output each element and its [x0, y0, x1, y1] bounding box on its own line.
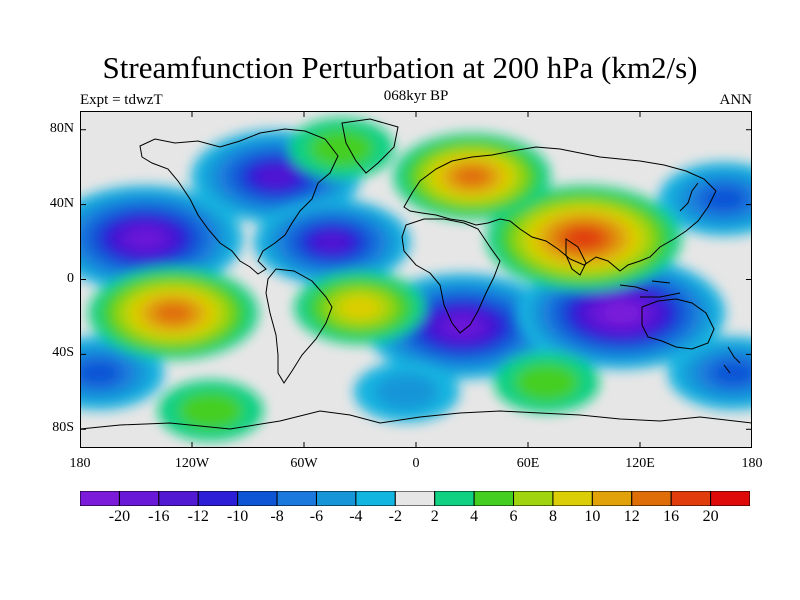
y-tick-label: 40N — [49, 195, 74, 211]
plot-title: Streamfunction Perturbation at 200 hPa (… — [102, 50, 698, 85]
colorbar-box — [355, 491, 396, 506]
map-canvas — [79, 111, 753, 448]
season-label: ANN — [719, 92, 753, 108]
high-contour-15-1 — [178, 392, 243, 429]
south-america-coastline — [265, 268, 333, 384]
colorbar-box — [473, 491, 515, 506]
y-tick-label: 80S — [52, 420, 74, 436]
greenland-coastline — [341, 118, 399, 174]
colorbar-label: 4 — [470, 508, 479, 525]
high-contour-12-3 — [338, 295, 382, 320]
colorbar-label: 20 — [702, 508, 719, 525]
colorbar-box — [80, 491, 120, 506]
x-tick-label: 60E — [516, 456, 540, 471]
antarctica-coastline — [80, 410, 752, 430]
colorbar-label: -12 — [187, 508, 209, 525]
colorbar-box — [434, 491, 475, 506]
india-coastline — [565, 238, 587, 276]
experiment-label: Expt = tdwzT — [80, 92, 163, 108]
colorbar-box — [237, 491, 278, 506]
time-label: 068kyr BP — [383, 88, 449, 104]
colorbar-box — [591, 491, 633, 506]
colorbar-label: 8 — [548, 508, 557, 525]
colorbar-box — [552, 491, 593, 506]
y-tick-label: 0 — [67, 270, 74, 286]
high-contour-9-6 — [564, 227, 604, 249]
colorbar-label: -2 — [388, 508, 402, 525]
colorbar-label: -10 — [226, 508, 249, 525]
colorbar-box — [118, 491, 160, 506]
colorbar-box — [315, 491, 357, 506]
x-tick-label: 120E — [625, 456, 655, 471]
colorbar-box — [670, 491, 712, 506]
colorbar-label: -4 — [349, 508, 363, 525]
low-contour-8-1 — [374, 373, 439, 411]
high-contour-11-5 — [153, 302, 193, 324]
low-contour-3-6 — [443, 315, 483, 337]
colorbar-box — [276, 491, 317, 506]
colorbar — [80, 491, 750, 506]
colorbar-label: -16 — [148, 508, 170, 525]
high-contour-10-5 — [453, 166, 491, 187]
x-tick-label: 0 — [412, 456, 420, 471]
colorbar-box — [158, 491, 199, 506]
low-contour-0-5 — [256, 165, 296, 188]
x-tick-label: 180 — [741, 456, 763, 471]
eurasia-coastline — [403, 146, 717, 272]
colorbar-box — [197, 491, 239, 506]
map-panel — [79, 111, 753, 448]
colorbar-label: -6 — [309, 508, 324, 525]
colorbar-label: 12 — [623, 508, 640, 525]
x-tick-label: 60W — [290, 456, 318, 471]
coastlines — [80, 118, 752, 430]
japan-coastline — [679, 182, 699, 212]
x-tick-label: 180 — [69, 456, 91, 471]
x-tick-label: 120W — [174, 456, 210, 471]
colorbar-box — [513, 491, 554, 506]
low-contour-6-3 — [80, 360, 121, 386]
low-contour-1-6 — [125, 227, 165, 249]
low-contour-7-3 — [702, 186, 746, 212]
colorbar-label: -20 — [108, 508, 131, 525]
high-contour-14-1 — [309, 130, 374, 167]
north-america-coastline — [139, 128, 339, 275]
low-contour-2-5 — [313, 232, 351, 253]
colorbar-label: 2 — [430, 508, 439, 525]
colorbar-box — [631, 491, 672, 506]
colorbar-box — [710, 491, 750, 506]
africa-coastline — [401, 218, 501, 334]
indonesia-coastline — [619, 280, 681, 298]
high-contour-13-1 — [514, 364, 579, 401]
y-tick-label: 40S — [52, 345, 74, 361]
colorbar-label: -8 — [270, 508, 284, 525]
streamfunction-contours — [80, 118, 752, 441]
colorbar-label: 10 — [584, 508, 601, 525]
new-zealand-coastline — [723, 346, 741, 374]
colorbar-box — [394, 491, 436, 506]
low-contour-5-3 — [711, 360, 752, 386]
colorbar-label: 16 — [663, 508, 680, 525]
y-tick-label: 80N — [49, 120, 74, 136]
low-contour-4-7 — [602, 303, 640, 324]
australia-coastline — [641, 298, 715, 350]
colorbar-label: 6 — [509, 508, 518, 525]
